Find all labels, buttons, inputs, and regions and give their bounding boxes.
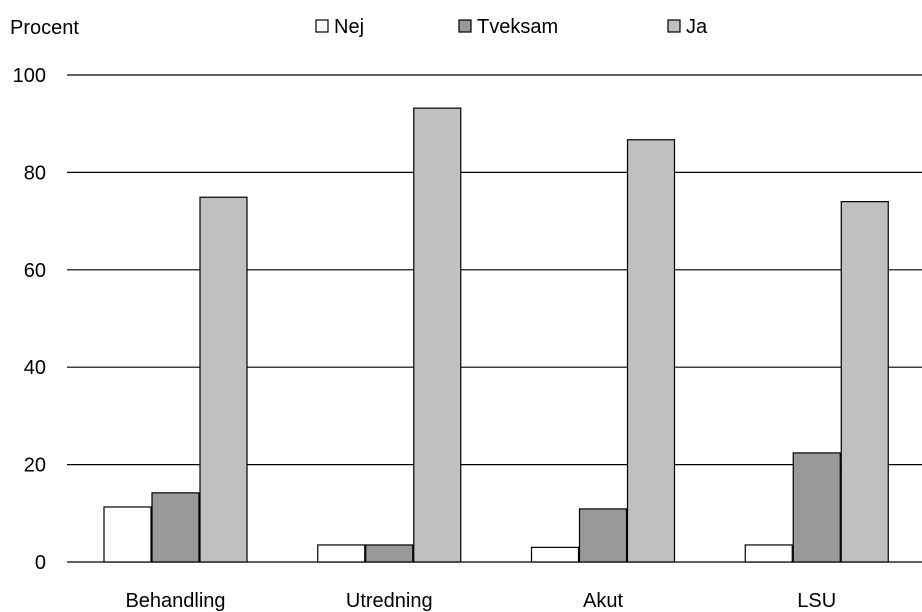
y-tick-label: 60	[24, 260, 46, 282]
y-axis-title: Procent	[10, 17, 79, 39]
legend-swatch	[315, 19, 329, 33]
x-category-label: Akut	[583, 590, 623, 612]
bar-nej-utredning	[317, 544, 366, 563]
x-category-label: Behandling	[125, 590, 225, 612]
bar-tveksam-behandling	[151, 492, 200, 563]
bar-ja-lsu	[840, 201, 889, 563]
y-tick-label: 100	[13, 65, 46, 87]
legend-label: Nej	[334, 16, 364, 38]
legend-swatch	[667, 19, 681, 33]
y-tick-label: 80	[24, 162, 46, 184]
x-category-label: Utredning	[346, 590, 433, 612]
bar-ja-behandling	[199, 196, 248, 563]
x-axis-labels: Behandling Utredning Akut LSU	[125, 590, 836, 612]
x-category-label: LSU	[797, 590, 836, 612]
bar-ja-utredning	[413, 107, 462, 563]
y-tick-label: 0	[35, 552, 46, 574]
bar-nej-akut	[530, 546, 580, 563]
bar-tveksam-utredning	[365, 544, 414, 563]
y-tick-label: 40	[24, 357, 46, 379]
y-axis-ticks: 0 20 40 60 80 100	[13, 65, 46, 574]
bar-tveksam-lsu	[792, 452, 841, 563]
bars	[103, 107, 889, 563]
legend-swatch	[458, 19, 472, 33]
bar-tveksam-akut	[578, 508, 628, 563]
y-tick-label: 20	[24, 455, 46, 477]
bar-nej-behandling	[103, 506, 152, 563]
bar-nej-lsu	[744, 544, 793, 563]
legend-label: Ja	[686, 16, 708, 38]
legend-label: Tveksam	[477, 16, 558, 38]
bar-ja-akut	[626, 139, 676, 563]
legend: Nej Tveksam Ja	[315, 16, 708, 38]
